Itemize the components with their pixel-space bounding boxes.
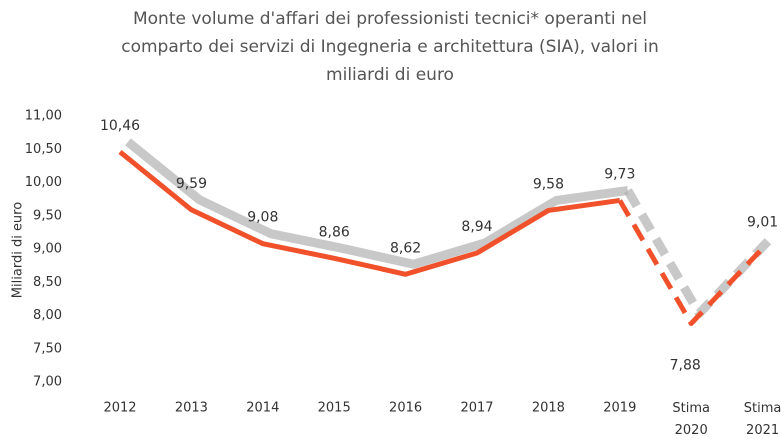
- value-label: 10,46: [100, 118, 140, 134]
- line: [118, 149, 621, 277]
- value-label: 9,73: [604, 166, 635, 182]
- line-shadow: [125, 138, 629, 269]
- chart-title: comparto dei servizi di Ingegneria e arc…: [121, 37, 659, 57]
- y-tick-label: 7,50: [33, 341, 62, 356]
- x-tick-label: 2019: [603, 401, 636, 416]
- x-tick-label: 2017: [460, 401, 493, 416]
- y-tick-label: 9,00: [33, 242, 62, 257]
- y-tick-label: 9,50: [33, 208, 62, 223]
- value-label: 9,08: [247, 210, 278, 226]
- y-tick-label: 10,00: [25, 175, 62, 190]
- line: [617, 199, 765, 326]
- value-label: 9,59: [176, 176, 207, 192]
- y-tick-label: 11,00: [25, 109, 62, 124]
- x-tick-label: 2014: [246, 401, 279, 416]
- y-tick-label: 8,50: [33, 275, 62, 290]
- value-label: 7,88: [670, 357, 701, 373]
- x-tick-label: Stima 2021: [744, 401, 781, 438]
- y-tick-label: 7,00: [33, 375, 62, 390]
- chart-title: Monte volume d'affari dei professionisti…: [133, 9, 647, 29]
- value-label: 9,58: [533, 176, 564, 192]
- value-label: 8,94: [461, 219, 492, 235]
- x-tick-label: 2015: [318, 401, 351, 416]
- value-label: 8,86: [319, 224, 350, 240]
- x-tick-label: 2013: [175, 401, 208, 416]
- y-axis-label: Miliardi di euro: [11, 202, 26, 298]
- y-tick-label: 10,50: [25, 142, 62, 157]
- x-tick-label: 2016: [389, 401, 422, 416]
- chart-title: miliardi di euro: [326, 65, 454, 85]
- x-tick-label: 2018: [532, 401, 565, 416]
- x-tick-label: Stima 2020: [672, 401, 710, 438]
- y-tick-label: 8,00: [33, 308, 62, 323]
- x-tick-label: 2012: [103, 401, 136, 416]
- value-label: 9,01: [747, 214, 778, 230]
- value-label: 8,62: [390, 240, 421, 256]
